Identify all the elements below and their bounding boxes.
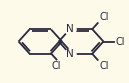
Text: Cl: Cl: [99, 61, 109, 71]
Text: N: N: [66, 49, 74, 59]
Text: Cl: Cl: [99, 12, 109, 22]
Text: Cl: Cl: [52, 61, 61, 71]
Text: N: N: [66, 24, 74, 34]
Text: Cl: Cl: [116, 37, 125, 46]
